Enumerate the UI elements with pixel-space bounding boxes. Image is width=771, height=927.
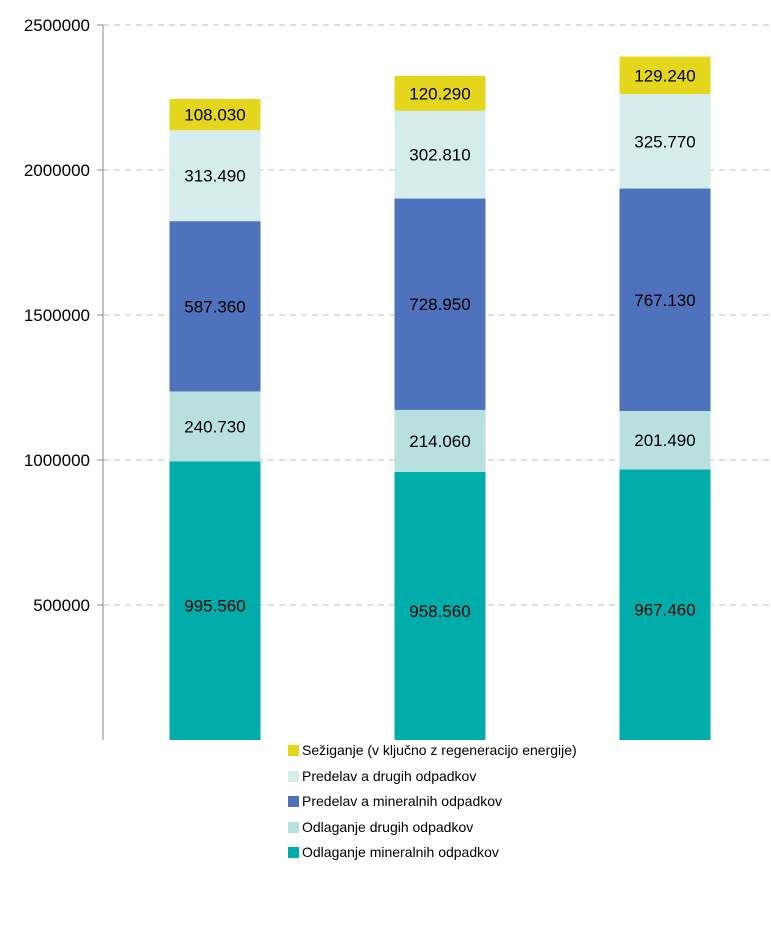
bar-segment [169, 461, 261, 740]
bar-segment [169, 221, 261, 392]
bar-segment [169, 130, 261, 222]
legend-swatch [288, 745, 299, 756]
legend-label: Odlaganje drugih odpadkov [302, 818, 474, 835]
bar-segment [169, 391, 261, 462]
bar-segment [619, 188, 711, 412]
bar-segment [619, 411, 711, 470]
data-label: 995.560 [184, 597, 245, 616]
axes [97, 24, 104, 740]
legend-label: Predelav a mineralnih odpadkov [302, 793, 503, 809]
bar-segment [394, 110, 486, 199]
data-label: 958.560 [409, 602, 470, 621]
bar-segment [394, 75, 486, 111]
legend-swatch [288, 770, 299, 782]
data-label: 201.490 [634, 431, 695, 450]
legend-swatch [288, 821, 299, 833]
data-label: 767.130 [634, 291, 695, 310]
y-tick-label: 1500000 [24, 306, 90, 325]
data-label: 240.730 [184, 417, 245, 436]
bar-segment [619, 94, 711, 189]
data-label: 108.030 [184, 106, 245, 125]
bar-segment [394, 472, 486, 740]
y-tick-label: 500000 [33, 596, 90, 615]
stacked-bar-chart: 05000001000000150000020000002500000995.5… [24, 16, 771, 740]
bar-segment [169, 98, 261, 131]
legend-swatch [288, 796, 299, 807]
legend-item: Predelav a drugih odpadkov [288, 768, 758, 794]
data-label: 728.950 [409, 295, 470, 314]
tick-labels: 05000001000000150000020000002500000995.5… [24, 16, 696, 621]
y-tick-label: 2000000 [24, 161, 90, 180]
bar-segment [394, 409, 486, 473]
legend-label: Sežiganje (v ključno z regeneracijo ener… [302, 742, 577, 758]
legend-label: Predelav a drugih odpadkov [302, 767, 477, 784]
y-tick-label: 2500000 [24, 16, 90, 35]
data-label: 587.360 [184, 297, 245, 316]
legend-swatch [288, 847, 299, 858]
legend: Sežiganje (v ključno z regeneracijo ener… [288, 742, 758, 870]
data-label: 302.810 [409, 146, 470, 165]
data-label: 313.490 [184, 167, 245, 186]
data-label: 120.290 [409, 84, 470, 103]
bars [169, 56, 711, 740]
legend-item: Odlaganje drugih odpadkov [288, 819, 758, 845]
data-label: 967.460 [634, 601, 695, 620]
legend-label: Odlaganje mineralnih odpadkov [302, 844, 499, 860]
legend-item: Odlaganje mineralnih odpadkov [288, 844, 758, 870]
legend-item: Predelav a mineralnih odpadkov [288, 793, 758, 819]
bar-segment [619, 56, 711, 95]
y-tick-label: 1000000 [24, 451, 90, 470]
data-label: 129.240 [634, 66, 695, 85]
legend-item: Sežiganje (v ključno z regeneracijo ener… [288, 742, 758, 768]
bar-segment [619, 469, 711, 740]
data-label: 214.060 [409, 432, 470, 451]
data-label: 325.770 [634, 132, 695, 151]
bar-segment [394, 198, 486, 410]
